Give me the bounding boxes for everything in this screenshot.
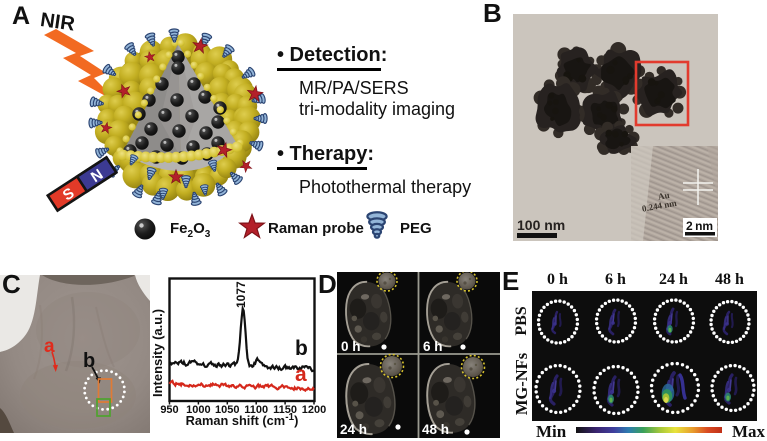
- svg-text:Raman shift (cm-1): Raman shift (cm-1): [186, 412, 299, 428]
- svg-text:Intensity (a.u.): Intensity (a.u.): [150, 309, 165, 397]
- svg-text:1050: 1050: [215, 404, 239, 416]
- svg-text:1000: 1000: [186, 404, 210, 416]
- svg-text:950: 950: [160, 404, 178, 416]
- svg-text:6 h: 6 h: [423, 339, 443, 354]
- svg-text:b: b: [295, 337, 308, 360]
- svg-text:1100: 1100: [244, 404, 268, 416]
- svg-text:24 h: 24 h: [340, 422, 367, 437]
- svg-text:1150: 1150: [273, 404, 297, 416]
- svg-text:2 nm: 2 nm: [686, 219, 713, 233]
- svg-text:b: b: [83, 350, 95, 372]
- svg-text:a: a: [295, 363, 307, 386]
- svg-text:48 h: 48 h: [422, 422, 449, 437]
- svg-text:100 nm: 100 nm: [517, 217, 565, 233]
- svg-text:1200: 1200: [302, 404, 326, 416]
- svg-text:1077: 1077: [234, 281, 248, 308]
- svg-text:0 h: 0 h: [341, 339, 361, 354]
- svg-text:a: a: [44, 336, 55, 357]
- svg-text:Au: Au: [657, 190, 670, 202]
